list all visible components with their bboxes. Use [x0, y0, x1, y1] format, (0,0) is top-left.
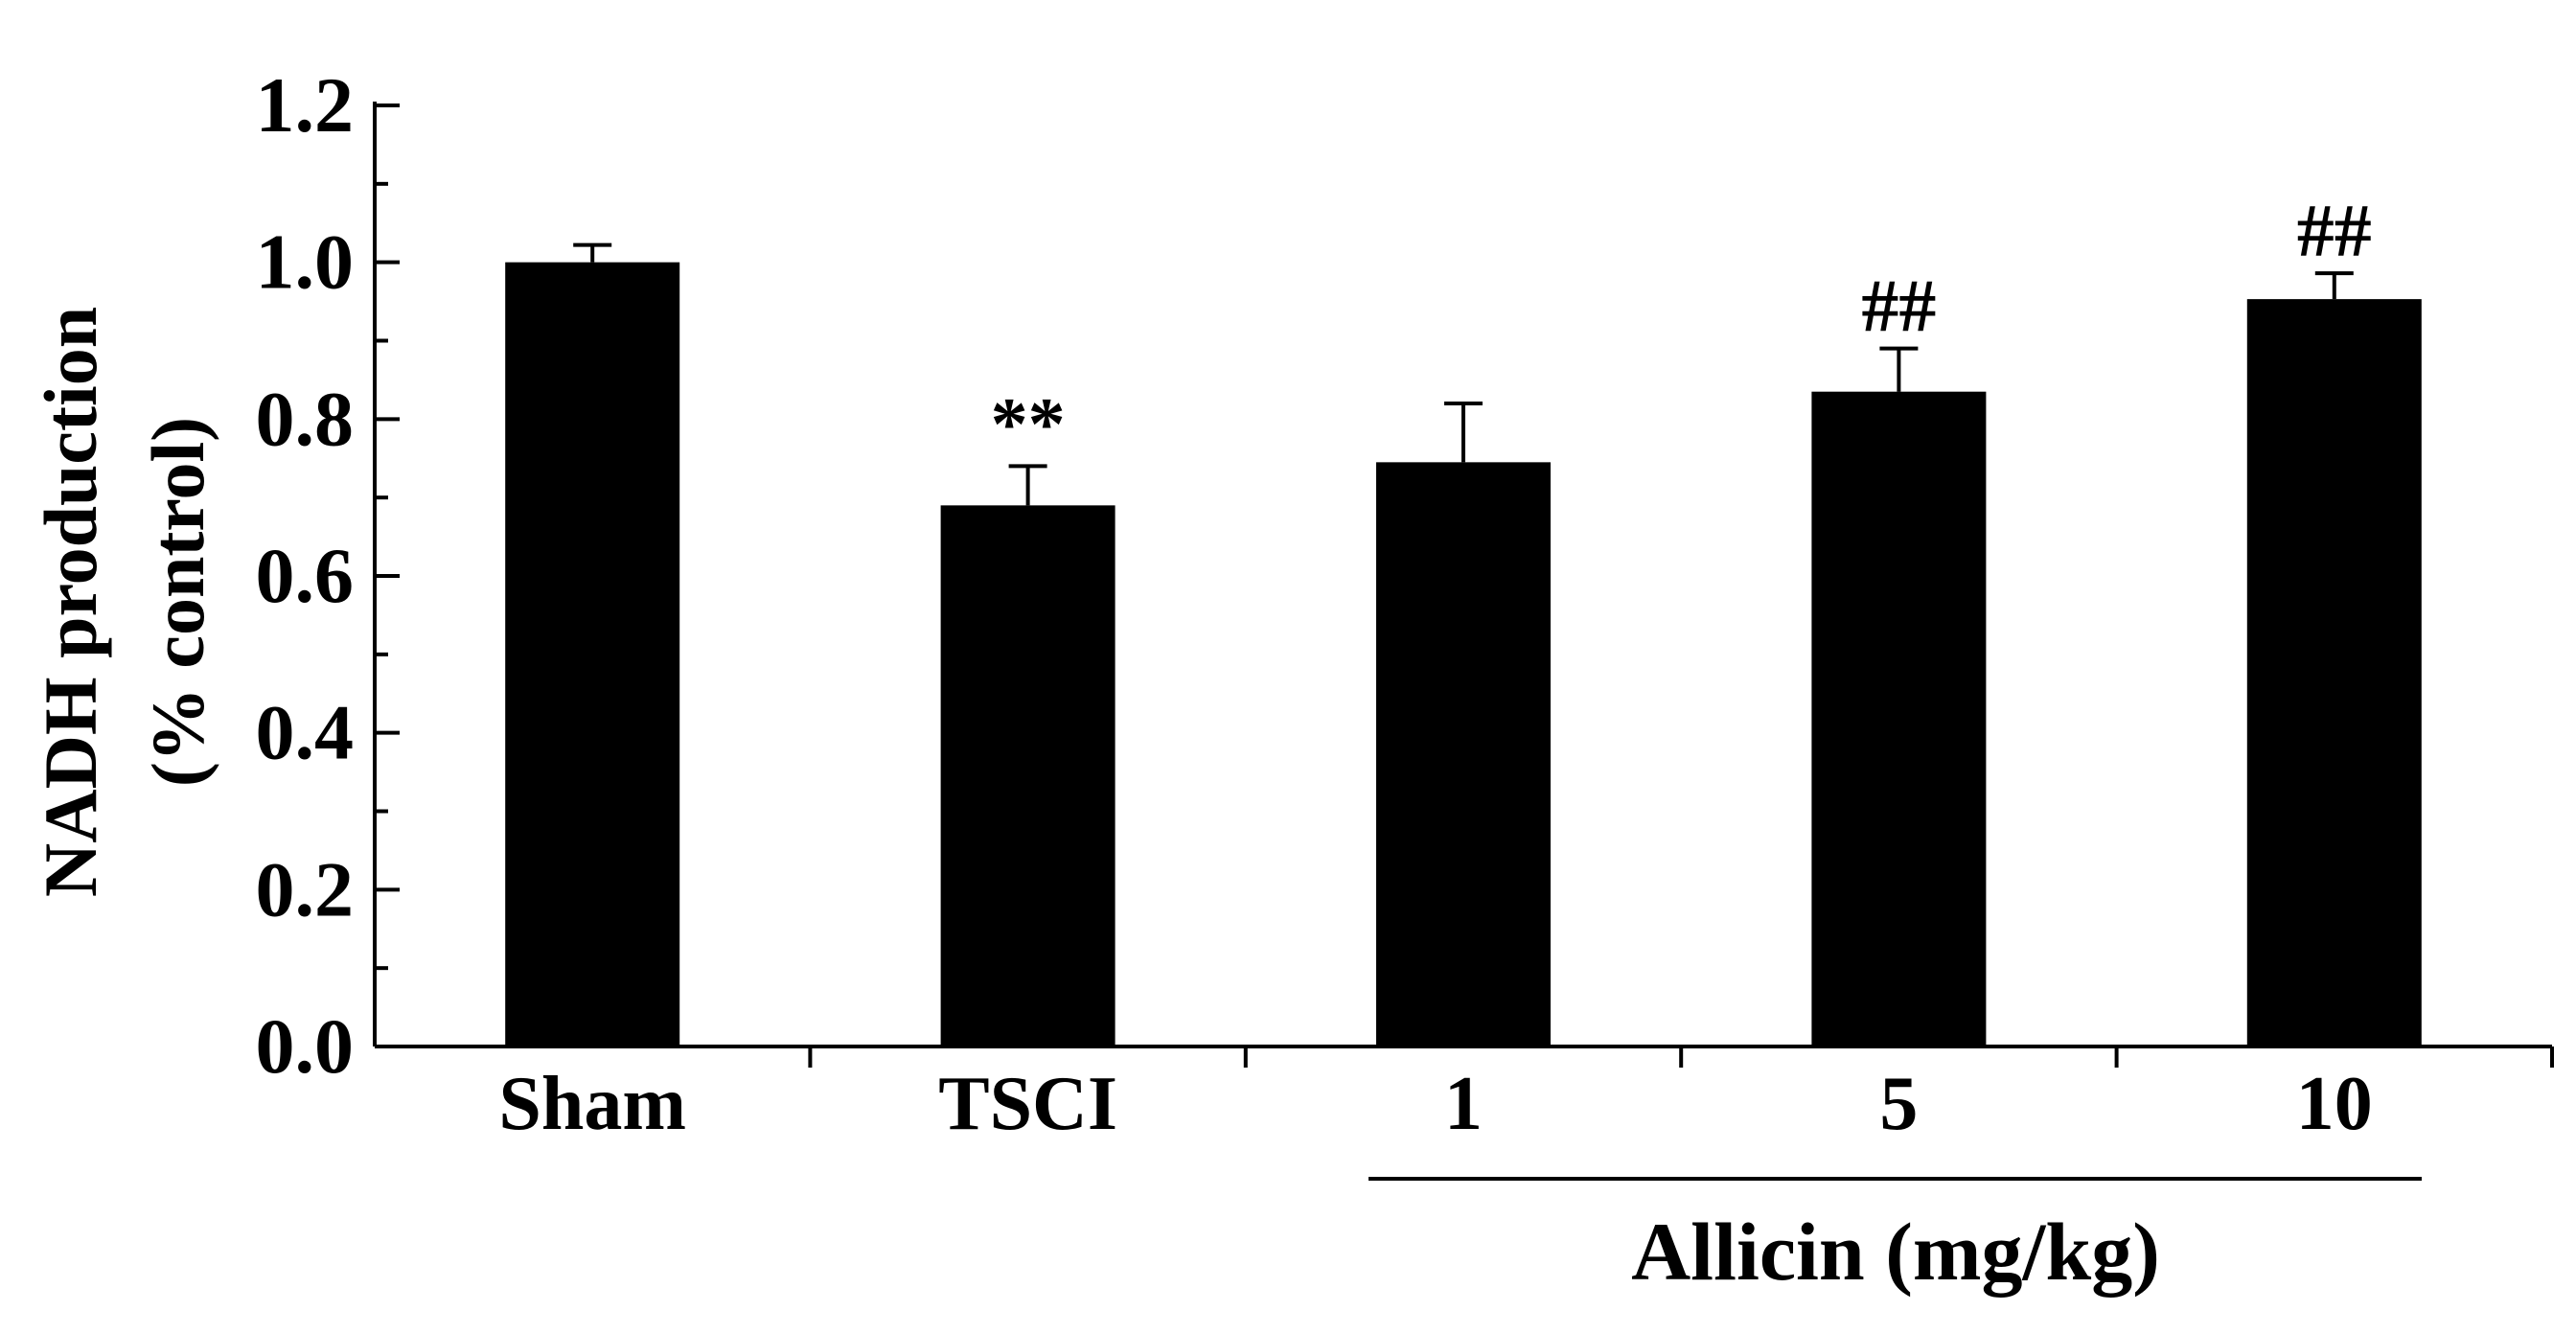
bar [1376, 462, 1551, 1046]
allicin-group-bracket: Allicin (mg/kg) [1368, 1177, 2422, 1298]
allicin-group-label: Allicin (mg/kg) [1631, 1206, 2160, 1298]
x-axis-ticks: Sham TSCI 1 5 10 [498, 1046, 2554, 1146]
y-tick-label: 0.4 [256, 689, 355, 776]
significance-marker: ** [991, 381, 1066, 465]
x-tick-label: 10 [2296, 1062, 2373, 1146]
y-axis-label: NADH production (% control) [29, 307, 219, 897]
error-bars [573, 242, 2354, 506]
x-tick-label: 5 [1879, 1062, 1918, 1146]
y-tick-label: 0.6 [256, 532, 355, 619]
significance-annotations: ** ## ## [991, 189, 2372, 465]
bars [505, 262, 2422, 1047]
bar [505, 262, 680, 1047]
x-tick-label: TSCI [938, 1062, 1117, 1146]
y-tick-label: 0.0 [256, 1002, 355, 1090]
y-axis-label-line-2: (% control) [136, 417, 219, 787]
y-tick-label: 0.8 [256, 375, 355, 462]
y-tick-label: 1.0 [256, 218, 355, 306]
bar [2246, 299, 2422, 1047]
significance-marker: ## [2297, 189, 2372, 272]
y-tick-label: 0.2 [256, 845, 355, 932]
x-tick-label: 1 [1444, 1062, 1483, 1146]
y-axis-ticks: 0.0 0.2 0.4 0.6 0.8 1.0 1.2 [256, 61, 400, 1090]
y-tick-label: 1.2 [256, 61, 355, 149]
y-axis-label-line-1: NADH production [29, 307, 112, 897]
x-tick-label: Sham [498, 1062, 686, 1146]
bar [1811, 391, 1987, 1047]
significance-marker: ## [1861, 264, 1936, 348]
bar [940, 505, 1116, 1046]
